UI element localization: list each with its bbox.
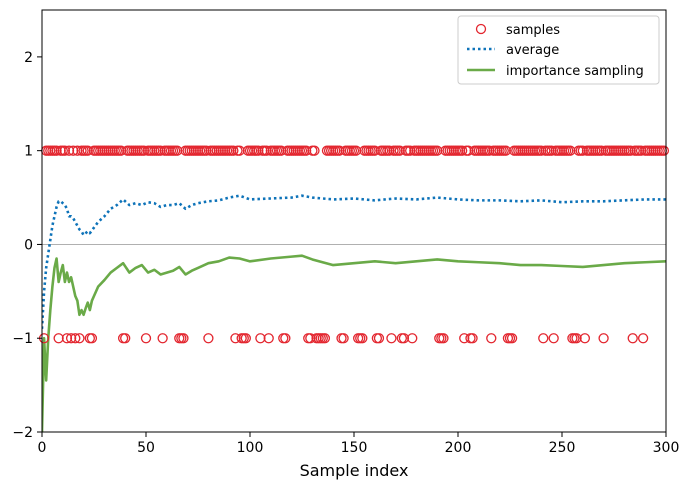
sample-marker xyxy=(63,145,75,156)
sample-marker xyxy=(74,333,85,344)
sample-marker xyxy=(172,145,183,156)
sample-marker xyxy=(120,333,131,344)
sample-marker xyxy=(438,333,449,344)
y-tick-label: −1 xyxy=(12,331,33,347)
sample-marker xyxy=(263,333,274,344)
sample-marker xyxy=(548,333,559,344)
x-tick-label: 300 xyxy=(653,440,680,456)
sample-marker xyxy=(253,145,264,156)
sample-marker xyxy=(486,333,497,344)
sample-marker xyxy=(405,145,416,156)
y-tick-label: 1 xyxy=(24,144,33,160)
sample-marker xyxy=(140,333,152,344)
series-lines-layer xyxy=(42,194,666,432)
legend-importance-label: importance sampling xyxy=(506,64,644,79)
legend-average-label: average xyxy=(506,43,559,58)
legend-samples-marker xyxy=(475,23,487,35)
sample-marker xyxy=(155,145,166,156)
sample-marker xyxy=(500,145,511,156)
axes-layer: 0 50 100 150 200 250 300 −2 −1 0 1 2 xyxy=(12,50,679,456)
sample-marker xyxy=(484,145,495,156)
sample-marker xyxy=(338,333,349,344)
legend: samples average importance sampling xyxy=(457,15,660,85)
x-tick-label: 150 xyxy=(341,440,368,456)
sample-marker xyxy=(459,333,470,344)
sample-marker xyxy=(627,333,638,344)
sample-marker xyxy=(384,145,395,156)
sample-marker xyxy=(579,333,591,344)
x-tick-label: 200 xyxy=(445,440,472,456)
y-tick-label: −2 xyxy=(12,425,33,441)
sample-marker xyxy=(228,145,239,156)
sample-marker xyxy=(398,333,410,344)
sample-marker xyxy=(53,333,64,344)
sample-marker xyxy=(598,333,609,344)
sample-marker xyxy=(178,333,189,344)
sample-marker xyxy=(432,145,443,156)
sample-marker xyxy=(546,145,557,156)
sample-marker xyxy=(319,333,331,344)
sample-marker xyxy=(86,333,98,344)
sample-markers-layer xyxy=(38,145,670,344)
sample-marker xyxy=(201,145,212,156)
sample-marker xyxy=(658,145,670,156)
sample-marker xyxy=(357,333,368,344)
sample-marker xyxy=(65,333,77,344)
legend-samples-label: samples xyxy=(506,23,560,38)
sample-marker xyxy=(234,145,245,156)
sample-marker xyxy=(261,145,272,156)
sample-marker xyxy=(536,145,547,156)
sample-marker xyxy=(538,333,549,344)
x-tick-label: 250 xyxy=(549,440,576,456)
sample-marker xyxy=(467,333,478,344)
sample-marker xyxy=(230,333,241,344)
sample-marker xyxy=(72,145,83,156)
x-axis-title: Sample index xyxy=(300,461,409,480)
sample-marker xyxy=(305,333,316,344)
sample-marker xyxy=(59,145,71,156)
sample-marker xyxy=(240,333,251,344)
y-tick-label: 2 xyxy=(24,50,33,66)
x-tick-label: 0 xyxy=(38,440,47,456)
sample-marker xyxy=(51,145,62,156)
sample-marker xyxy=(68,145,79,156)
sample-marker xyxy=(571,333,582,344)
sample-marker xyxy=(255,333,266,344)
sample-marker xyxy=(157,333,168,344)
sample-marker xyxy=(301,145,312,156)
sample-marker xyxy=(637,333,649,344)
sample-marker xyxy=(635,145,647,156)
x-tick-label: 100 xyxy=(237,440,264,456)
sample-marker xyxy=(625,145,636,156)
sample-marker xyxy=(82,145,93,156)
sample-marker xyxy=(70,333,81,344)
sample-marker xyxy=(115,145,127,156)
sample-marker xyxy=(309,145,320,156)
sample-marker xyxy=(138,145,150,156)
sample-marker xyxy=(61,333,73,344)
sample-marker xyxy=(386,333,397,344)
sample-marker xyxy=(407,333,418,344)
sample-marker xyxy=(394,145,405,156)
sample-marker xyxy=(463,145,474,156)
sample-marker xyxy=(276,145,287,156)
sample-marker xyxy=(203,333,214,344)
sample-marker xyxy=(350,145,362,156)
sample-marker xyxy=(565,145,576,156)
average-series-line xyxy=(42,194,666,329)
sample-marker xyxy=(457,145,468,156)
sample-marker xyxy=(280,333,291,344)
sample-marker xyxy=(596,145,607,156)
sample-marker xyxy=(577,145,588,156)
importance-sampling-series-line xyxy=(42,254,666,432)
x-tick-label: 50 xyxy=(137,440,155,456)
legend-box xyxy=(457,15,660,85)
sample-marker xyxy=(506,333,518,344)
sample-marker xyxy=(369,145,380,156)
y-tick-label: 0 xyxy=(24,237,33,253)
sample-marker xyxy=(334,145,345,156)
sample-marker xyxy=(373,333,385,344)
